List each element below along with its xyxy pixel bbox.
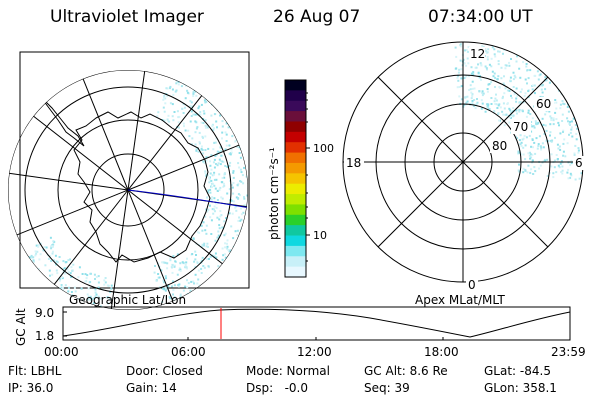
mlt-label-0: 0 xyxy=(468,278,476,292)
magnetic-map: 12 18 6 0 60 70 80 xyxy=(342,41,585,292)
mlt-label-12: 12 xyxy=(470,47,485,61)
info-door: Door: Closed xyxy=(126,364,203,378)
info-seq: Seq: 39 xyxy=(364,381,410,395)
geographic-map xyxy=(8,51,250,310)
south-america-coastline xyxy=(21,71,43,105)
antarctica-coastline xyxy=(73,111,211,263)
info-filter: Flt: LBHL xyxy=(8,364,62,378)
instrument-title: Ultraviolet Imager xyxy=(50,7,204,27)
alt-tick-1: 1.8 xyxy=(35,329,54,343)
mlt-label-6: 6 xyxy=(575,156,583,170)
magnetic-label: Apex MLat/MLT xyxy=(415,293,505,307)
info-gain: Gain: 14 xyxy=(126,381,177,395)
info-gc-alt: GC Alt: 8.6 Re xyxy=(364,364,448,378)
terminator-line xyxy=(127,189,248,209)
time-tick-0000: 00:00 xyxy=(44,345,79,359)
geographic-label: Geographic Lat/Lon xyxy=(69,293,186,307)
time-tick-1200: 12:00 xyxy=(297,345,332,359)
mlat-label-60: 60 xyxy=(536,97,551,111)
colorbar-tick-10: 10 xyxy=(313,229,327,242)
date-label: 26 Aug 07 xyxy=(273,7,361,27)
altitude-curve xyxy=(62,308,571,338)
mlat-label-70: 70 xyxy=(513,120,528,134)
info-ip: IP: 36.0 xyxy=(8,381,54,395)
time-tick-1800: 18:00 xyxy=(424,345,459,359)
mlat-label-80: 80 xyxy=(492,139,507,153)
mlt-label-18: 18 xyxy=(346,156,361,170)
info-glon: GLon: 358.1 xyxy=(484,381,557,395)
colorbar-tick-100: 100 xyxy=(313,142,334,155)
altitude-plot: 9.0 1.8 GC Alt 00:00 06:00 12:00 18:00 2… xyxy=(14,306,586,359)
colorbar-unit-label: photon cm⁻²s⁻¹ xyxy=(267,147,281,240)
time-tick-2359: 23:59 xyxy=(551,345,586,359)
info-mode: Mode: Normal xyxy=(246,364,330,378)
colorbar: 100 10 photon cm⁻²s⁻¹ xyxy=(267,79,334,278)
time-label: 07:34:00 UT xyxy=(428,7,533,27)
time-tick-0600: 06:00 xyxy=(171,345,206,359)
info-glat: GLat: -84.5 xyxy=(484,364,551,378)
alt-axis-label: GC Alt xyxy=(14,308,28,346)
alt-tick-9: 9.0 xyxy=(35,306,54,320)
aurora-emission-magnetic xyxy=(454,43,583,181)
geographic-frame xyxy=(19,51,250,289)
info-dsp: Dsp: -0.0 xyxy=(246,381,309,395)
